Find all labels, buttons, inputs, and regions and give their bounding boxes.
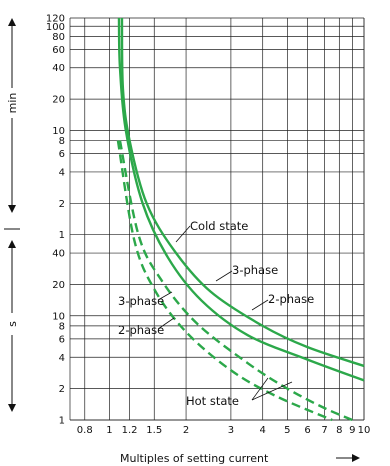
y-tick-label: 6: [59, 334, 65, 345]
x-tick-label: 4: [260, 425, 266, 436]
x-tick-label: 0.8: [77, 425, 93, 436]
y-tick-label: 40: [52, 249, 65, 260]
x-axis-arrow-icon: [336, 454, 360, 462]
y-tick-label: 1: [59, 230, 65, 241]
annotation-cold-state: Cold state: [190, 219, 248, 233]
y-tick-label: 10: [52, 126, 65, 137]
y-tick-label: 20: [52, 280, 65, 291]
y-tick-label: 40: [52, 63, 65, 74]
x-tick-label: 10: [358, 425, 371, 436]
y-tick-label: 60: [52, 45, 65, 56]
arrow-down-icon: [8, 205, 16, 213]
x-tick-label: 1.5: [146, 425, 162, 436]
x-tick-label: 1: [106, 425, 112, 436]
annotation-leader: [216, 271, 232, 281]
annotation-hot-2phase: 2-phase: [118, 323, 164, 337]
annotation-cold-3phase: 3-phase: [232, 263, 278, 277]
y-tick-label: 1: [59, 416, 65, 427]
y-axis-unit-min: min: [6, 93, 19, 114]
y-tick-label: 4: [59, 353, 65, 364]
x-tick-label: 6: [304, 425, 310, 436]
x-tick-label: 2: [183, 425, 189, 436]
arrow-down-icon: [8, 404, 16, 412]
y-axis-unit-s: s: [6, 321, 19, 327]
series-line-3: [120, 141, 352, 420]
y-tick-label: 8: [59, 136, 65, 147]
arrow-up-icon: [8, 18, 16, 26]
y-axis-min-bracket: min: [6, 18, 19, 213]
annotation-leader: [252, 382, 292, 400]
series-line-4: [118, 141, 332, 420]
annotation-leader: [252, 300, 268, 310]
x-axis-title: Multiples of setting current: [120, 452, 269, 465]
x-tick-label: 5: [284, 425, 290, 436]
arrow-up-icon: [8, 240, 16, 248]
y-tick-label: 8: [59, 321, 65, 332]
x-tick-label: 7: [321, 425, 327, 436]
y-tick-label: 10: [52, 311, 65, 322]
x-tick-label: 9: [349, 425, 355, 436]
y-tick-label: 120: [46, 14, 65, 25]
annotation-cold-2phase: 2-phase: [268, 292, 314, 306]
y-tick-label: 2: [59, 384, 65, 395]
y-tick-label: 2: [59, 199, 65, 210]
annotation-leader: [176, 226, 190, 242]
y-tick-label: 20: [52, 95, 65, 106]
y-axis-s-bracket: s: [6, 240, 19, 412]
y-tick-label: 80: [52, 32, 65, 43]
annotation-hot-state: Hot state: [186, 394, 239, 408]
x-tick-label: 1.2: [122, 425, 138, 436]
y-tick-label: 4: [59, 167, 65, 178]
x-tick-label: 8: [336, 425, 342, 436]
y-tick-label: 6: [59, 149, 65, 160]
series-line-1: [122, 18, 364, 366]
x-tick-label: 3: [228, 425, 234, 436]
annotation-hot-3phase: 3-phase: [118, 294, 164, 308]
